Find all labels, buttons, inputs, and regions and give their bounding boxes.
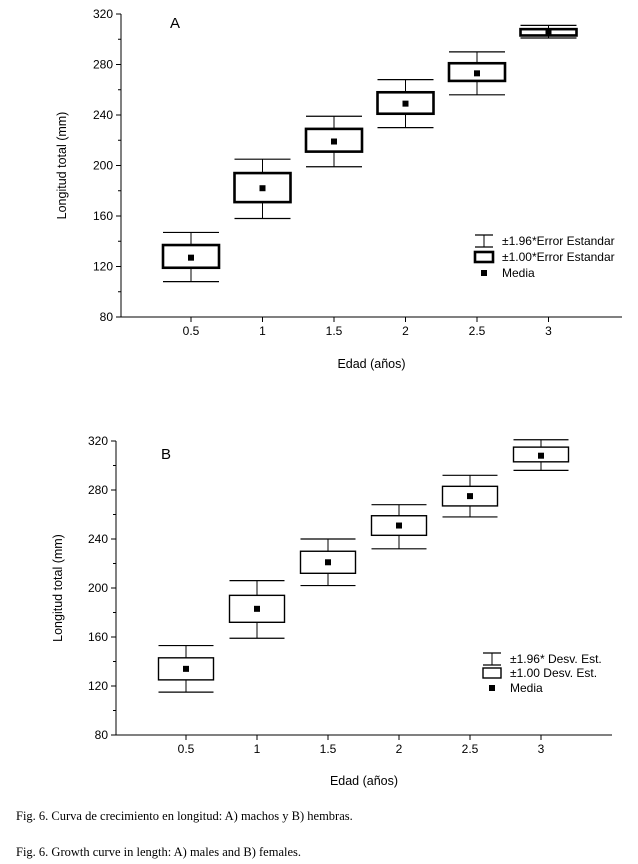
- panel-b-x-tick-label: 1.5: [320, 742, 337, 756]
- panel-b-y-axis-title: Longitud total (mm): [51, 534, 65, 642]
- panel-b-y-tick-label: 280: [88, 483, 108, 497]
- panel-a-x-tick-label: 1: [259, 324, 266, 338]
- panel-b-legend-box-label: ±1.00 Desv. Est.: [510, 666, 597, 680]
- panel-a-mean-marker: [331, 138, 337, 145]
- panel-b-x-tick-label: 2: [396, 742, 403, 756]
- panel-b-label: B: [161, 446, 171, 463]
- panel-a-mean-marker: [259, 185, 266, 192]
- panel-a-y-tick-label: 280: [93, 58, 113, 72]
- panel-b-mean-marker: [254, 605, 260, 612]
- panel-a-y-tick-label: 320: [93, 7, 113, 21]
- panel-b-legend-mean-label: Media: [510, 681, 543, 695]
- panel-b-x-tick-label: 0.5: [178, 742, 195, 756]
- panel-b-x-axis-title: Edad (años): [330, 774, 398, 788]
- panel-a-x-tick-label: 0.5: [183, 324, 200, 338]
- panel-a-y-axis-title: Longitud total (mm): [55, 112, 69, 220]
- panel-a-y-tick-label: 80: [100, 310, 114, 324]
- panel-b-y-tick-label: 200: [88, 581, 108, 595]
- caption-spanish: Fig. 6. Curva de crecimiento en longitud…: [16, 809, 353, 823]
- panel-b-mean-marker: [183, 665, 189, 672]
- panel-a-mean-marker: [474, 70, 480, 77]
- panel-a-x-tick-label: 2.5: [469, 324, 486, 338]
- panel-a-legend-box-label: ±1.00*Error Estandar: [502, 250, 615, 264]
- panel-a-x-axis-title: Edad (años): [337, 357, 405, 371]
- panel-b-y-tick-label: 80: [95, 728, 109, 742]
- panel-a-legend-mean-label: Media: [502, 266, 535, 280]
- panel-b-x-tick-label: 2.5: [462, 742, 479, 756]
- panel-b-y-tick-label: 120: [88, 679, 108, 693]
- panel-b-y-tick-label: 160: [88, 630, 108, 644]
- panel-b-legend-whisker-label: ±1.96* Desv. Est.: [510, 652, 602, 666]
- panel-b-mean-marker: [396, 522, 402, 529]
- panel-b-x-tick-label: 3: [538, 742, 545, 756]
- panel-a-label: A: [170, 15, 180, 32]
- panel-a-y-tick-label: 120: [93, 260, 113, 274]
- panel-a-mean-marker: [188, 254, 194, 261]
- panel-a-y-tick-label: 160: [93, 209, 113, 223]
- caption-english: Fig. 6. Growth curve in length: A) males…: [16, 845, 302, 859]
- panel-a-mean-marker: [402, 100, 409, 107]
- panel-b-mean-marker: [325, 559, 331, 566]
- panel-a-y-tick-label: 200: [93, 159, 113, 173]
- panel-b-legend-mean-symbol: [489, 685, 495, 691]
- panel-a-legend-mean-symbol: [481, 270, 487, 276]
- panel-a-y-tick-label: 240: [93, 108, 113, 122]
- panel-b-mean-marker: [538, 452, 544, 459]
- panel-b-legend-box-symbol: [482, 667, 502, 679]
- panel-a-legend-box-symbol: [473, 250, 495, 264]
- panel-b-x-tick-label: 1: [254, 742, 261, 756]
- panel-b-y-tick-label: 320: [88, 434, 108, 448]
- panel-a-x-tick-label: 3: [545, 324, 552, 338]
- panel-a-x-tick-label: 2: [402, 324, 409, 338]
- panel-a-x-tick-label: 1.5: [326, 324, 343, 338]
- panel-a-legend-whisker-label: ±1.96*Error Estandar: [502, 234, 615, 248]
- panel-b-mean-marker: [467, 493, 473, 500]
- panel-b-y-tick-label: 240: [88, 532, 108, 546]
- panel-a-mean-marker: [545, 28, 552, 35]
